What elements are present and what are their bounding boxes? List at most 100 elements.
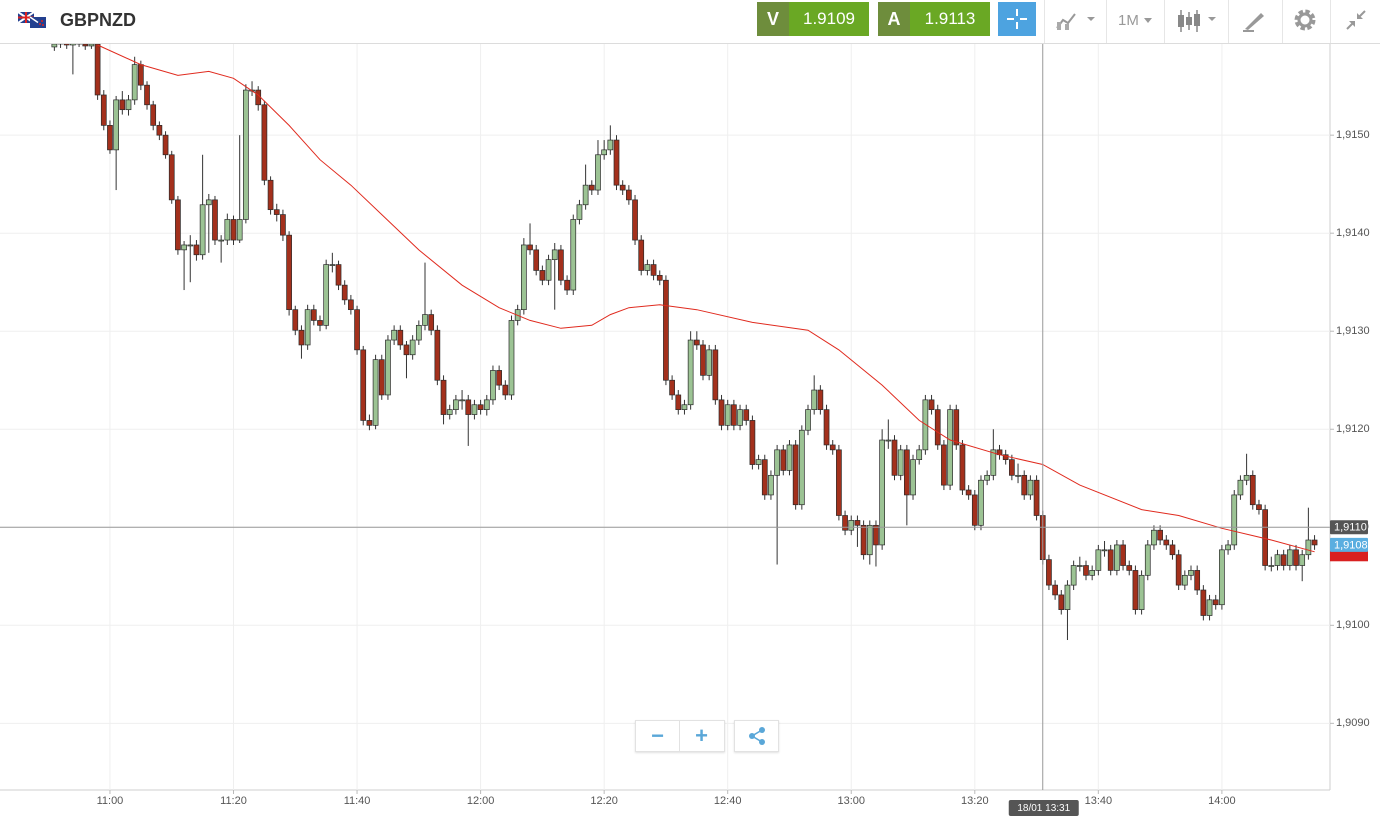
candle-body [879, 439, 885, 546]
candle-body [588, 184, 595, 191]
candle-body [978, 479, 984, 526]
candle-body [1188, 570, 1194, 576]
symbol: GBPNZD [60, 10, 136, 30]
candle-body [780, 449, 787, 471]
candle-body [329, 264, 336, 266]
candle-body [1046, 559, 1052, 586]
candle-body [934, 409, 941, 446]
candle-body [984, 474, 991, 481]
candle-body [1274, 554, 1281, 566]
share-icon [748, 727, 765, 745]
candle-body [1237, 479, 1244, 496]
overlay: 1,9110 1,9108 18/01 13:31 [0, 44, 1368, 816]
candle-body [372, 359, 379, 426]
candle-body [860, 524, 867, 556]
separator [1106, 0, 1107, 43]
candle-body [76, 44, 82, 45]
candle-body [63, 44, 70, 46]
candle-body [1144, 544, 1151, 576]
candle-body [317, 320, 323, 326]
candle-body [558, 249, 564, 281]
candle-body [304, 309, 311, 346]
candle-body [243, 89, 249, 220]
candle-body [743, 409, 750, 421]
zoom-out-button[interactable]: − [636, 721, 680, 751]
separator [1330, 0, 1331, 43]
grid: 1,9090 1,9100 1,9110 1,9120 1,9130 1,9140 1,91… [0, 44, 1370, 807]
candle-body [656, 274, 663, 281]
candle-body [953, 409, 960, 446]
timeframe: 1M [1118, 12, 1139, 29]
candle-body [533, 249, 540, 271]
candle-body [471, 404, 478, 415]
candle-body [539, 270, 546, 281]
candle-body [1064, 584, 1071, 610]
candle-body [527, 244, 533, 251]
candle-body [681, 404, 688, 410]
candle-body [965, 489, 972, 496]
candle-body [644, 264, 651, 271]
candle-body [619, 184, 626, 191]
candle-body [564, 279, 570, 291]
candle-body [1120, 544, 1126, 566]
candle-body [792, 444, 799, 506]
candle-body [1027, 479, 1034, 496]
x-tick-label: 13:20 [961, 795, 989, 807]
settings-button[interactable] [1293, 8, 1317, 32]
candle-body [1015, 474, 1021, 477]
candle-body [366, 420, 373, 426]
candle-body [477, 404, 484, 410]
candle-body [786, 444, 793, 471]
candle-body [125, 99, 132, 111]
flag-icon [18, 12, 46, 28]
y-tick-label: 1,9150 [1336, 129, 1370, 141]
candle-body [916, 449, 923, 460]
buy-button[interactable]: A 1.9113 [878, 2, 990, 36]
candle-body [113, 99, 119, 151]
crosshair-icon [1007, 9, 1027, 29]
candle-body [94, 44, 101, 96]
candle-body [175, 199, 181, 251]
candle-body [490, 370, 496, 401]
share-button[interactable] [735, 721, 778, 751]
candle-body [459, 399, 465, 402]
candle-body [446, 409, 453, 415]
candle-body [1126, 565, 1133, 571]
chart-type-button[interactable] [1055, 8, 1099, 32]
candle-body [866, 524, 873, 556]
candle-body [428, 314, 435, 331]
collapse-button[interactable] [1344, 8, 1368, 32]
candle-body [582, 184, 589, 206]
candle-body [941, 444, 947, 486]
candle-body [551, 249, 558, 261]
separator [1228, 0, 1229, 43]
candle-body [1293, 549, 1299, 566]
candle-body [1280, 554, 1287, 566]
candle-body [1132, 570, 1139, 610]
y-tick-label: 1,9090 [1336, 717, 1370, 729]
candle-type-button[interactable] [1176, 8, 1220, 34]
candle-body [1095, 549, 1102, 571]
candle-body [1083, 565, 1089, 576]
candle-body [910, 459, 916, 496]
candle-body [768, 474, 774, 496]
candle-body [638, 239, 645, 271]
candle-body [811, 389, 818, 410]
crosshair-button[interactable] [998, 2, 1036, 36]
candle-body [842, 515, 848, 531]
candle-body [348, 299, 354, 311]
candle-body [687, 339, 694, 406]
candle-body [1256, 504, 1262, 510]
candle-body [236, 219, 243, 241]
candle-body [193, 244, 200, 256]
timeframe-button[interactable]: 1M [1118, 12, 1153, 29]
candle-body [1076, 565, 1083, 567]
draw-button[interactable] [1242, 8, 1266, 32]
candle-body [88, 44, 95, 47]
sell-button[interactable]: V 1.9109 [757, 2, 869, 36]
zoom-in-button[interactable]: + [695, 723, 708, 748]
candle-body [51, 44, 58, 48]
candle-body [205, 199, 212, 206]
candle-body [354, 309, 360, 351]
